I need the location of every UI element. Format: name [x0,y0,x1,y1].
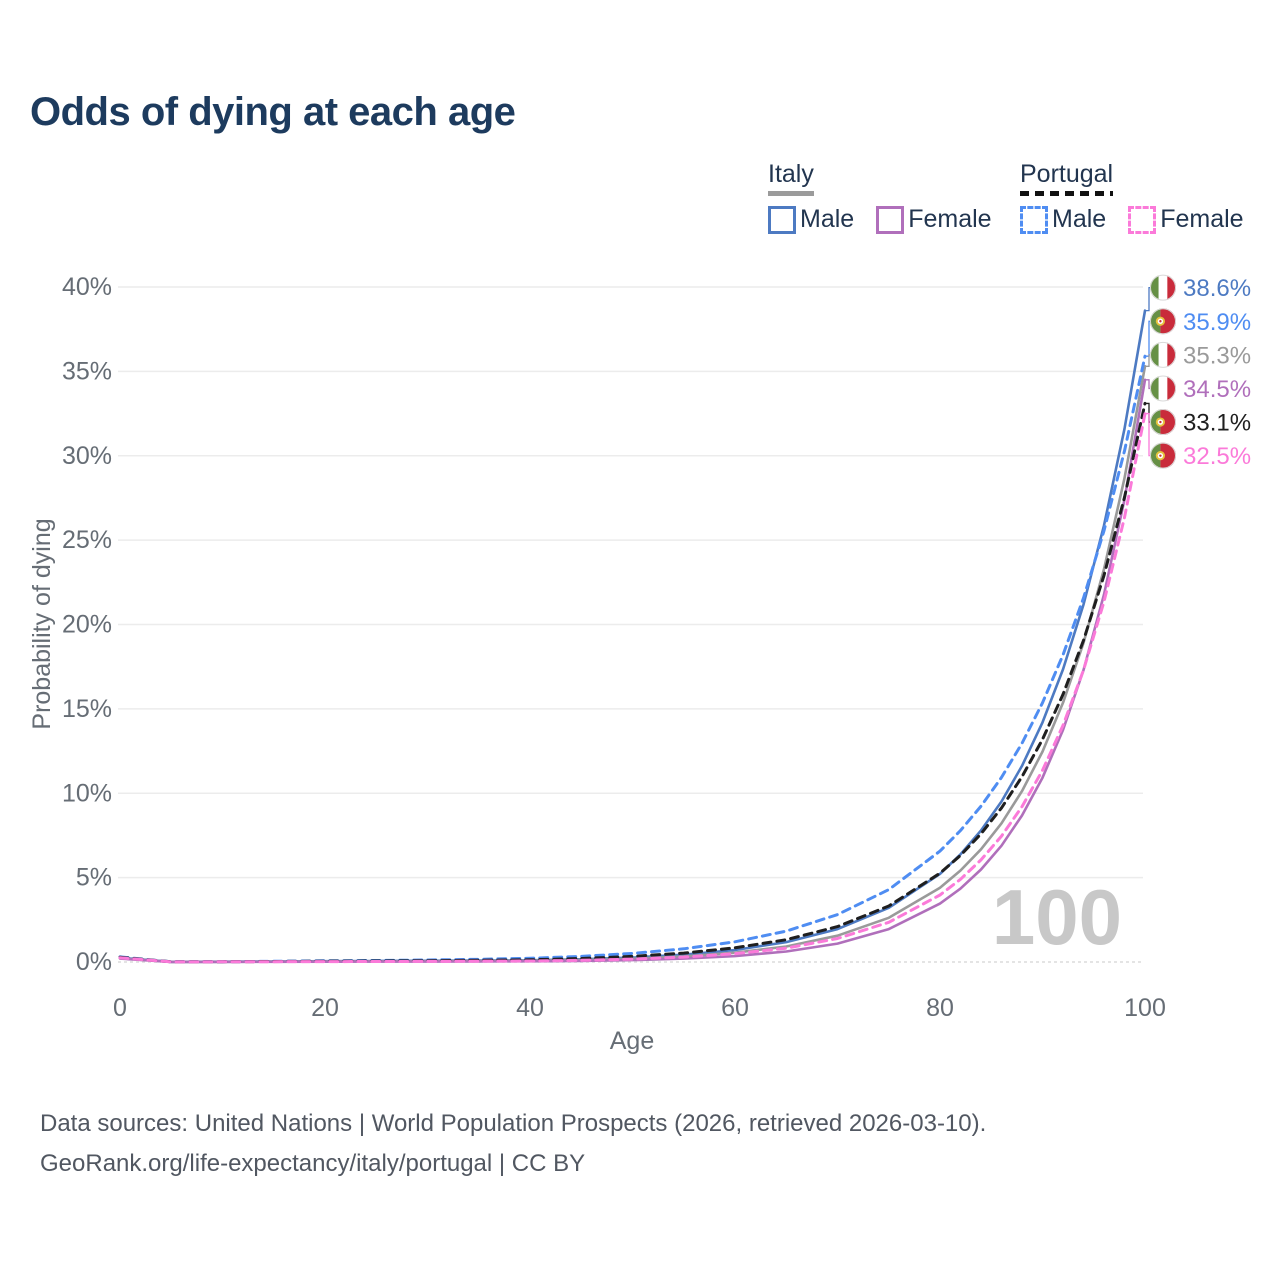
italy-male-swatch-icon [768,205,796,234]
end-label-italy: 35.3% [1150,341,1251,369]
legend-item-portugal-female[interactable]: Female [1128,205,1244,234]
page-title: Odds of dying at each age [30,90,516,134]
series-line-portugal[interactable] [118,401,1147,964]
portugal-dashed-line-key [1020,191,1114,196]
legend-group-italy: Italy Male Female [768,160,992,234]
flag-icon-portugal [1150,442,1176,469]
flag-icon-portugal [1150,308,1176,335]
end-label-italy-female: 34.5% [1150,375,1251,403]
legend-group-portugal: Portugal Male Female [1020,160,1244,234]
flag-icon-italy [1150,375,1176,402]
x-tick-label-40: 40 [516,994,544,1022]
y-tick-label-30: 30% [62,442,112,470]
y-tick-label-20: 20% [62,611,112,639]
y-tick-label-0: 0% [76,948,112,976]
flag-icon-portugal [1150,409,1176,436]
end-label-italy-male: 38.6% [1150,274,1251,302]
portugal-female-swatch-icon [1128,205,1157,234]
portugal-male-swatch-icon [1020,205,1048,234]
legend-item-portugal-male[interactable]: Male [1020,205,1106,234]
legend-item-label: Female [908,205,992,233]
legend-title-portugal-label: Portugal [1020,160,1114,188]
end-label-value-italy-female: 34.5% [1183,376,1251,403]
end-label-value-italy: 35.3% [1183,342,1251,369]
series-line-portugal-female[interactable] [118,412,1147,964]
legend-title-italy: Italy [768,160,814,196]
series-line-portugal-male[interactable] [118,354,1147,964]
x-tick-label-100: 100 [1124,994,1166,1022]
italy-solid-line-key [768,191,814,196]
legend-title-portugal: Portugal [1020,160,1114,196]
end-label-value-portugal-female: 32.5% [1183,443,1251,470]
legend-item-italy-male[interactable]: Male [768,205,854,234]
y-tick-label-10: 10% [62,779,112,807]
series-line-italy-female[interactable] [118,378,1147,964]
x-tick-label-20: 20 [311,994,339,1022]
legend-item-label: Male [1052,205,1107,233]
y-axis-title: Probability of dying [28,518,56,729]
x-axis-title: Age [610,1027,654,1055]
legend-item-label: Female [1160,205,1244,233]
end-label-portugal-female: 32.5% [1150,442,1251,470]
italy-female-swatch-icon [876,205,905,234]
end-label-value-italy-male: 38.6% [1183,275,1251,302]
end-label-portugal: 33.1% [1150,409,1251,437]
y-tick-label-40: 40% [62,273,112,301]
end-label-portugal-male: 35.9% [1150,308,1251,336]
age-watermark: 100 [992,873,1122,961]
flag-icon-italy [1150,274,1176,301]
end-label-value-portugal-male: 35.9% [1183,309,1251,336]
x-tick-label-60: 60 [721,994,749,1022]
footer-attribution-link[interactable]: GeoRank.org/life-expectancy/italy/portug… [40,1150,586,1177]
y-tick-label-25: 25% [62,526,112,554]
x-tick-label-80: 80 [926,994,954,1022]
y-tick-label-35: 35% [62,357,112,385]
y-tick-label-15: 15% [62,695,112,723]
legend-title-italy-label: Italy [768,160,814,188]
series-line-italy-male[interactable] [118,309,1147,964]
legend-item-italy-female[interactable]: Female [876,205,992,234]
footer-data-sources: Data sources: United Nations | World Pop… [40,1110,987,1137]
legend-item-label: Male [800,205,855,233]
flag-icon-italy [1150,341,1176,368]
y-tick-label-5: 5% [76,864,112,892]
end-label-value-portugal: 33.1% [1183,410,1251,437]
x-tick-label-0: 0 [113,994,127,1022]
